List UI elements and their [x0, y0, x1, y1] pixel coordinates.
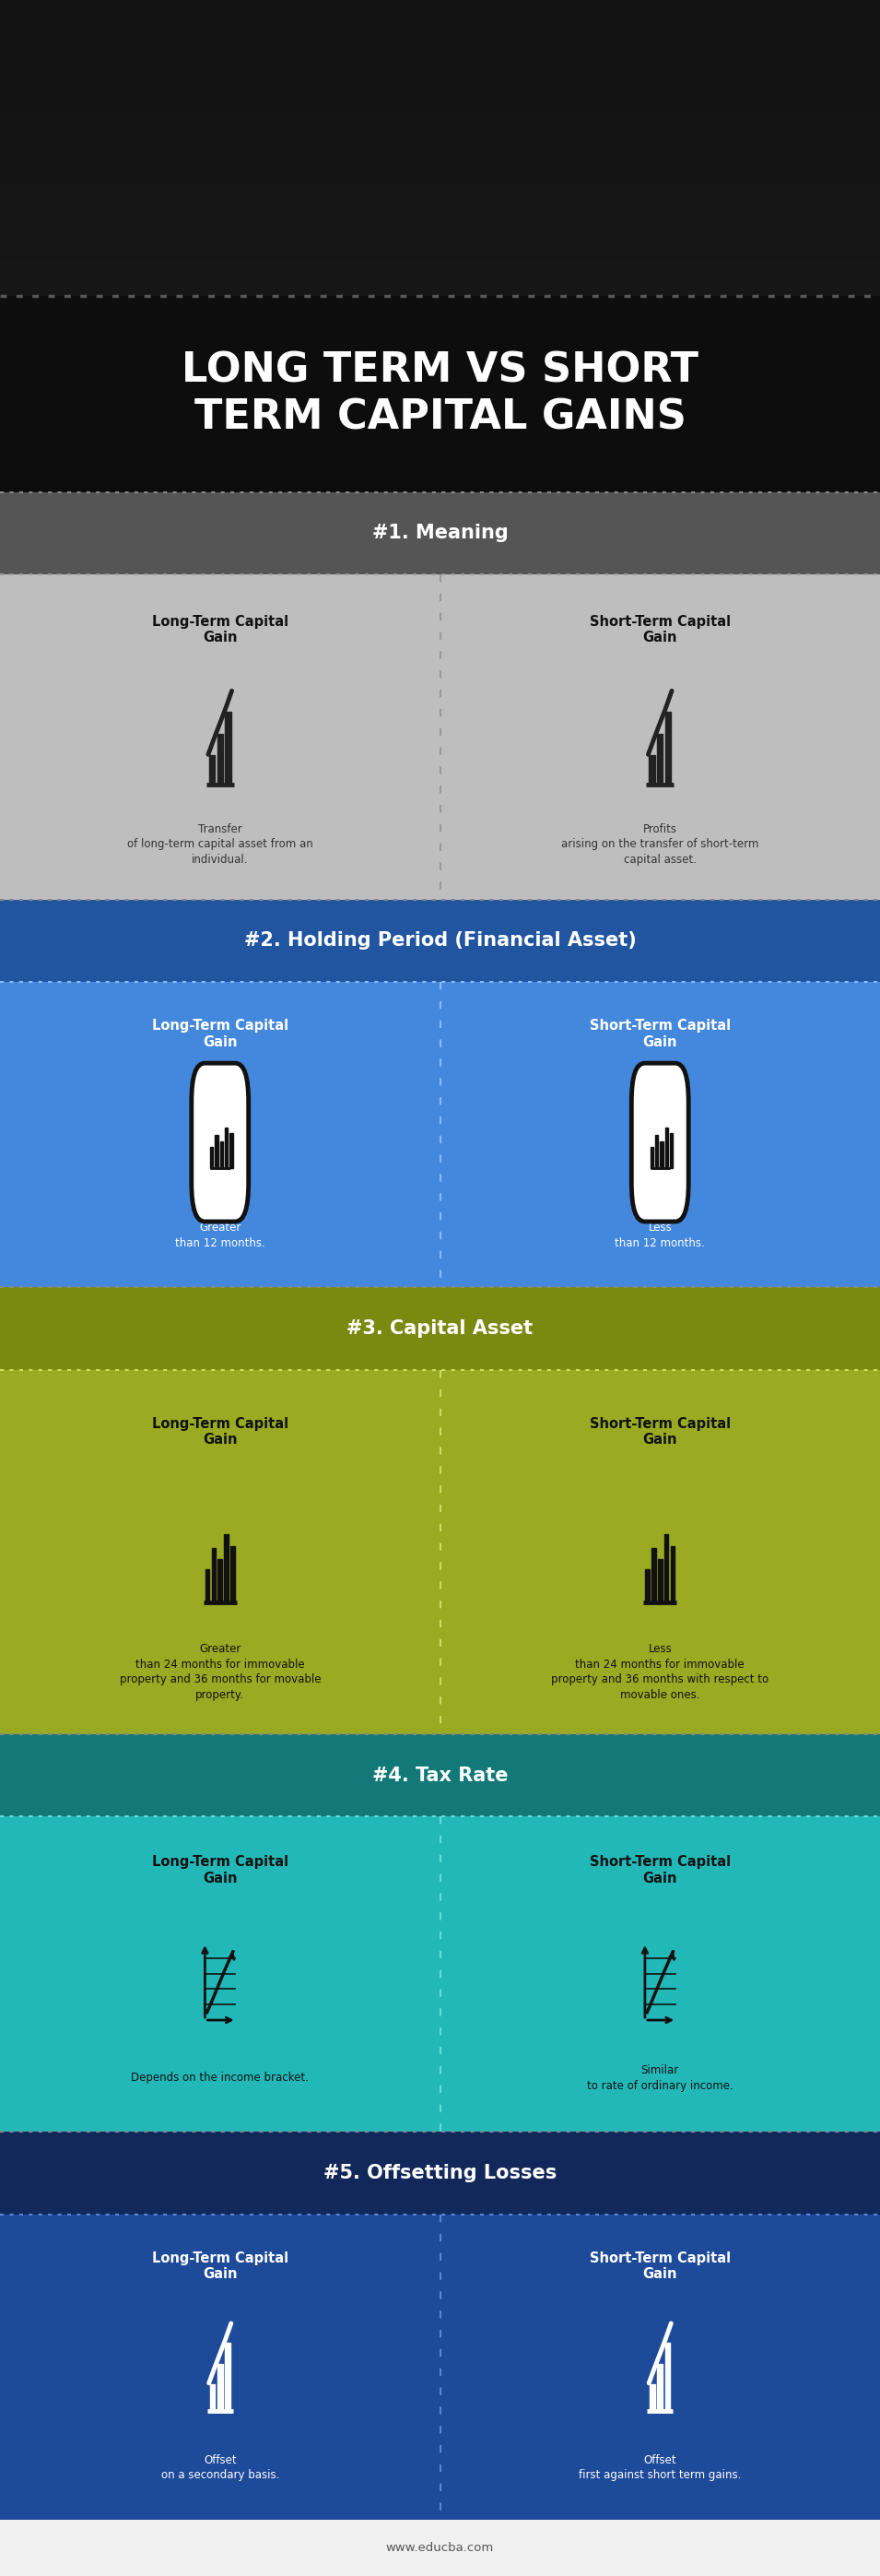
Text: Offset
first against short term gains.: Offset first against short term gains. — [579, 2455, 741, 2481]
Bar — [218, 1558, 222, 1602]
Text: Depends on the income bracket.: Depends on the income bracket. — [131, 2071, 309, 2084]
Bar — [670, 1133, 673, 1170]
Bar — [212, 1548, 216, 1602]
Bar — [0, 296, 880, 492]
FancyBboxPatch shape — [632, 1064, 688, 1221]
Text: Transfer
of long-term capital asset from an
individual.: Transfer of long-term capital asset from… — [127, 822, 313, 866]
Bar — [665, 2344, 671, 2411]
Text: #2. Holding Period (Financial Asset): #2. Holding Period (Financial Asset) — [244, 933, 636, 951]
Bar — [649, 2383, 655, 2411]
Bar — [645, 1569, 649, 1602]
Text: Long-Term Capital
Gain: Long-Term Capital Gain — [151, 2251, 289, 2280]
Bar — [209, 2383, 215, 2411]
Bar — [649, 755, 655, 786]
Bar — [0, 981, 880, 1288]
Bar — [0, 111, 880, 149]
Text: Less
than 12 months.: Less than 12 months. — [615, 1221, 705, 1249]
Text: #5. Offsetting Losses: #5. Offsetting Losses — [323, 2164, 557, 2182]
Bar — [0, 2215, 880, 2519]
Bar — [0, 1734, 880, 1816]
Bar — [0, 75, 880, 111]
Text: Profits
arising on the transfer of short-term
capital asset.: Profits arising on the transfer of short… — [561, 822, 759, 866]
Text: Offset
on a secondary basis.: Offset on a secondary basis. — [161, 2455, 279, 2481]
Bar — [217, 2365, 223, 2411]
Text: Short-Term Capital
Gain: Short-Term Capital Gain — [590, 1020, 730, 1048]
Bar — [0, 2519, 880, 2576]
Text: Similar
to rate of ordinary income.: Similar to rate of ordinary income. — [587, 2063, 733, 2092]
Text: Greater
than 24 months for immovable
property and 36 months for movable
property: Greater than 24 months for immovable pro… — [120, 1643, 320, 1700]
Bar — [0, 899, 880, 981]
Bar — [665, 1128, 668, 1170]
Bar — [0, 147, 880, 185]
Bar — [215, 1136, 218, 1170]
Bar — [657, 2365, 663, 2411]
Bar — [225, 2344, 231, 2411]
Bar — [0, 0, 880, 36]
Text: Long-Term Capital
Gain: Long-Term Capital Gain — [151, 616, 289, 644]
Text: Long-Term Capital
Gain: Long-Term Capital Gain — [151, 1020, 289, 1048]
Text: Greater
than 12 months.: Greater than 12 months. — [175, 1221, 265, 1249]
Text: www.educba.com: www.educba.com — [386, 2543, 494, 2553]
Bar — [225, 1128, 228, 1170]
Bar — [664, 1535, 668, 1602]
Text: Short-Term Capital
Gain: Short-Term Capital Gain — [590, 1417, 730, 1448]
Bar — [209, 755, 215, 786]
Text: Less
than 24 months for immovable
property and 36 months with respect to
movable: Less than 24 months for immovable proper… — [551, 1643, 769, 1700]
Text: #3. Capital Asset: #3. Capital Asset — [347, 1319, 533, 1337]
Bar — [210, 1146, 213, 1170]
Bar — [657, 734, 663, 786]
Text: Short-Term Capital
Gain: Short-Term Capital Gain — [590, 616, 730, 644]
Bar — [0, 0, 880, 296]
Bar — [0, 1370, 880, 1734]
Text: #4. Tax Rate: #4. Tax Rate — [372, 1767, 508, 1785]
Bar — [650, 1146, 653, 1170]
Bar — [225, 711, 231, 786]
Text: Short-Term Capital
Gain: Short-Term Capital Gain — [590, 1855, 730, 1886]
Text: Short-Term Capital
Gain: Short-Term Capital Gain — [590, 2251, 730, 2280]
Text: Long-Term Capital
Gain: Long-Term Capital Gain — [151, 1855, 289, 1886]
Bar — [0, 260, 880, 296]
Bar — [231, 1546, 235, 1602]
Bar — [658, 1558, 662, 1602]
Bar — [652, 1548, 656, 1602]
Bar — [0, 492, 880, 574]
Bar — [0, 1816, 880, 2130]
Bar — [665, 711, 671, 786]
Text: #1. Meaning: #1. Meaning — [372, 523, 508, 544]
Bar — [220, 1141, 223, 1170]
Bar — [205, 1569, 209, 1602]
FancyBboxPatch shape — [192, 1064, 248, 1221]
Text: Long-Term Capital
Gain: Long-Term Capital Gain — [151, 1417, 289, 1448]
Bar — [230, 1133, 233, 1170]
Bar — [217, 734, 223, 786]
Bar — [671, 1546, 675, 1602]
Text: LONG TERM VS SHORT
TERM CAPITAL GAINS: LONG TERM VS SHORT TERM CAPITAL GAINS — [181, 350, 699, 438]
Bar — [655, 1136, 658, 1170]
Bar — [0, 222, 880, 260]
Bar — [0, 1288, 880, 1370]
Bar — [660, 1141, 663, 1170]
Bar — [224, 1535, 228, 1602]
Bar — [0, 2130, 880, 2215]
Bar — [0, 574, 880, 899]
Bar — [0, 36, 880, 75]
Bar — [0, 185, 880, 222]
